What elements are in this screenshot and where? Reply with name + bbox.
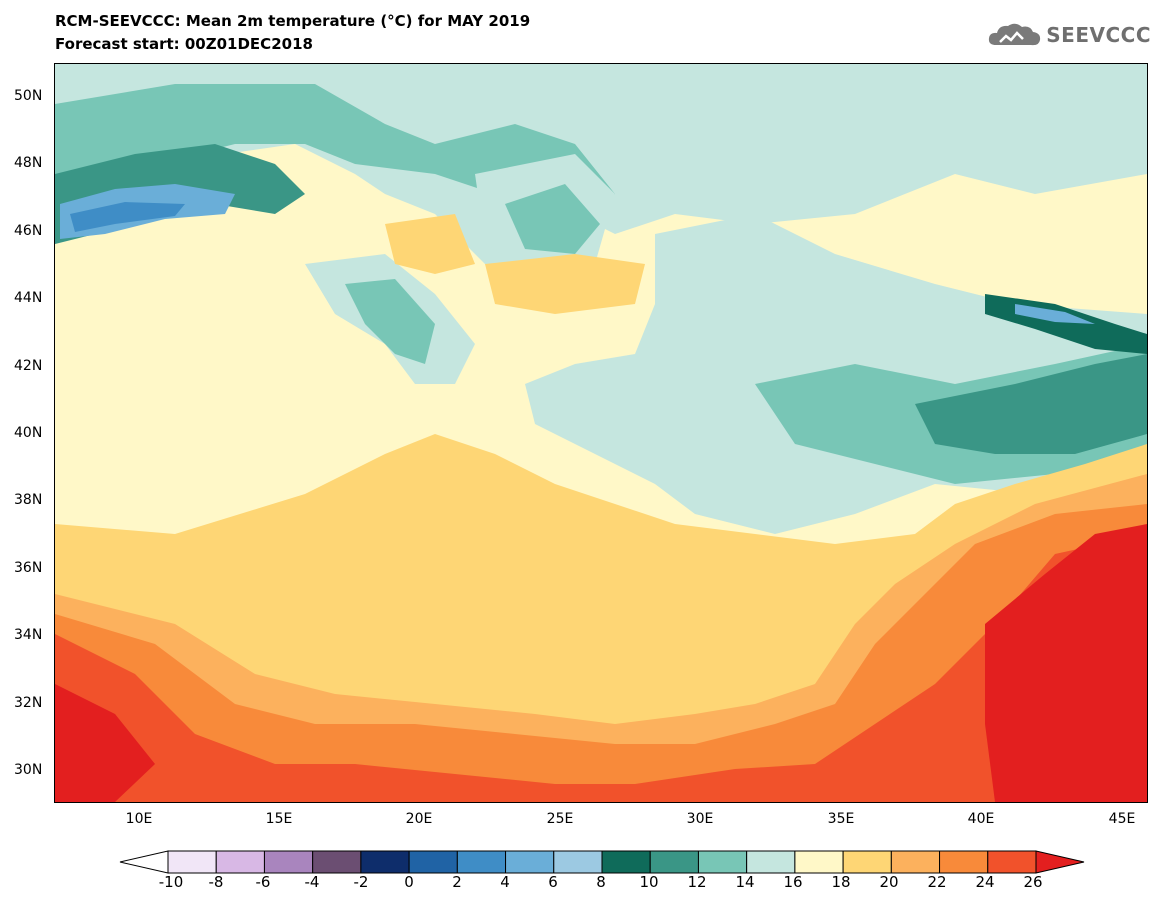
colorbar-label: 20: [879, 873, 899, 891]
lat-label-34n: 34N: [14, 627, 43, 643]
colorbar-label: 6: [548, 873, 558, 891]
colorbar-label: 4: [500, 873, 510, 891]
lon-label-25e: 25E: [546, 811, 574, 827]
lon-label-45e: 45E: [1108, 811, 1136, 827]
field-18-romania: [485, 254, 645, 314]
colorbar-label: -2: [353, 873, 369, 891]
lat-label-32n: 32N: [14, 695, 43, 711]
field-12-north: [55, 84, 615, 244]
lat-label-40n: 40N: [14, 425, 43, 441]
colorbar-label: -6: [255, 873, 271, 891]
colorbar-swatch: [553, 850, 603, 874]
colorbar-label: 12: [687, 873, 707, 891]
colorbar-under-triangle: [119, 850, 169, 874]
colorbar-swatch: [890, 850, 941, 874]
field-24-africa: [55, 534, 1147, 802]
colorbar-swatch: [263, 850, 314, 874]
colorbar-swatch: [842, 850, 892, 874]
lat-label-42n: 42N: [14, 358, 43, 374]
lat-label-44n: 44N: [14, 290, 43, 306]
colorbar-label: 18: [831, 873, 851, 891]
colorbar-label: -4: [304, 873, 320, 891]
colorbar-label: 0: [404, 873, 414, 891]
colorbar-swatch: [167, 850, 217, 874]
field-26-arabia: [985, 524, 1147, 802]
colorbar-label: -8: [208, 873, 224, 891]
colorbar-swatch: [601, 850, 651, 874]
colorbar-swatch: [697, 850, 748, 874]
lon-label-20e: 20E: [405, 811, 433, 827]
field-12-balkans: [345, 279, 435, 364]
lat-label-36n: 36N: [14, 560, 43, 576]
colorbar-label: 16: [783, 873, 803, 891]
lat-label-38n: 38N: [14, 492, 43, 508]
lon-label-15e: 15E: [265, 811, 293, 827]
cloud-icon: [989, 23, 1041, 46]
colorbar-swatch: [215, 850, 265, 874]
colorbar-over-triangle: [1035, 850, 1085, 874]
field-6-caucasus: [1015, 304, 1095, 324]
lat-label-46n: 46N: [14, 223, 43, 239]
field-18-hungary: [385, 214, 475, 274]
logo-text: SEEVCCC: [1046, 23, 1151, 47]
lat-label-48n: 48N: [14, 155, 43, 171]
colorbar-swatch: [312, 850, 362, 874]
colorbar-swatch: [987, 850, 1037, 874]
colorbar-swatch: [649, 850, 699, 874]
colorbar-swatch: [408, 850, 458, 874]
seevccc-logo: SEEVCCC: [986, 20, 1151, 50]
colorbar-swatch: [746, 850, 796, 874]
colorbar-label: 26: [1023, 873, 1043, 891]
lon-label-40e: 40E: [967, 811, 995, 827]
field-10-anatolia: [915, 354, 1147, 454]
colorbar-label: 22: [927, 873, 947, 891]
colorbar-label: 14: [735, 873, 755, 891]
field-12-carpathians: [505, 184, 600, 254]
map-title: RCM-SEEVCCC: Mean 2m temperature (°C) fo…: [55, 12, 531, 30]
colorbar: [119, 850, 1085, 874]
field-26-sahara: [55, 684, 155, 802]
lon-label-30e: 30E: [686, 811, 714, 827]
lat-label-50n: 50N: [14, 88, 43, 104]
colorbar-swatch: [505, 850, 555, 874]
colorbar-swatch: [360, 850, 410, 874]
field-4-alps: [70, 202, 185, 232]
colorbar-label: 10: [639, 873, 659, 891]
lat-label-30n: 30N: [14, 762, 43, 778]
lon-label-10e: 10E: [125, 811, 153, 827]
colorbar-swatch: [456, 850, 507, 874]
colorbar-swatch: [939, 850, 989, 874]
colorbar-label: 8: [596, 873, 606, 891]
temperature-map: [54, 63, 1148, 803]
colorbar-label: -10: [158, 873, 184, 891]
colorbar-label: 2: [452, 873, 462, 891]
lon-label-35e: 35E: [827, 811, 855, 827]
colorbar-label: 24: [975, 873, 995, 891]
temperature-field: [55, 64, 1147, 802]
forecast-start-subtitle: Forecast start: 00Z01DEC2018: [55, 35, 313, 53]
colorbar-swatch: [794, 850, 844, 874]
